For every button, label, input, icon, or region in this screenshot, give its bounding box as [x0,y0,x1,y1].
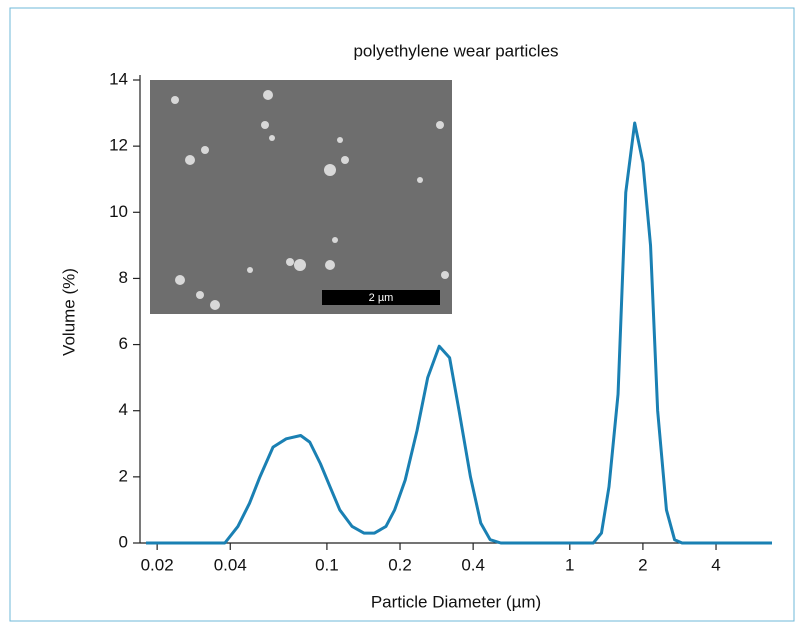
inset-image: 2 µm [150,80,452,314]
inset-background [150,80,452,314]
y-tick-label: 14 [109,69,128,88]
chart: polyethylene wear particles Particle Dia… [0,0,803,629]
y-axis-label: Volume (%) [59,268,78,356]
y-tick-label: 12 [109,136,128,155]
x-tick-label: 4 [711,555,720,574]
y-tick-label: 10 [109,202,128,221]
y-tick-label: 0 [119,532,128,551]
y-tick-label: 4 [119,400,128,419]
chart-title: polyethylene wear particles [353,41,558,60]
x-tick-label: 1 [565,555,574,574]
x-tick-label: 0.2 [388,555,412,574]
y-tick-label: 2 [119,466,128,485]
x-axis-label: Particle Diameter (µm) [371,592,541,611]
x-tick-label: 0.4 [461,555,485,574]
x-tick-label: 2 [638,555,647,574]
x-tick-label: 0.02 [141,555,174,574]
scale-bar-label: 2 µm [369,292,394,304]
y-tick-label: 8 [119,268,128,287]
x-tick-label: 0.1 [315,555,339,574]
y-tick-label: 6 [119,334,128,353]
x-tick-label: 0.04 [214,555,247,574]
